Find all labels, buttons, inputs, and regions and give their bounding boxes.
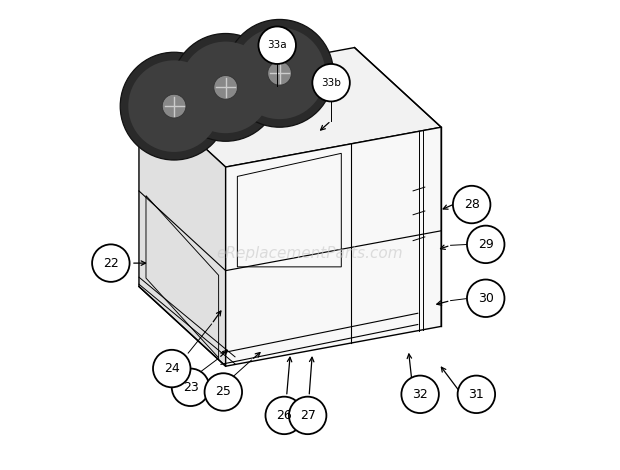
Circle shape	[467, 280, 505, 317]
Circle shape	[259, 26, 296, 64]
Ellipse shape	[234, 28, 326, 119]
Text: 33b: 33b	[321, 78, 341, 88]
Circle shape	[467, 226, 505, 263]
Circle shape	[289, 397, 326, 434]
Text: 24: 24	[164, 362, 180, 375]
Ellipse shape	[128, 60, 220, 152]
Ellipse shape	[120, 52, 228, 160]
Circle shape	[172, 368, 209, 406]
Text: 32: 32	[412, 388, 428, 401]
Text: 26: 26	[277, 409, 292, 422]
Ellipse shape	[214, 76, 237, 99]
Circle shape	[205, 373, 242, 411]
Text: 27: 27	[299, 409, 316, 422]
Text: 30: 30	[478, 292, 494, 305]
Polygon shape	[139, 47, 441, 167]
Polygon shape	[139, 87, 226, 366]
Ellipse shape	[172, 33, 280, 141]
Text: 25: 25	[215, 385, 231, 399]
Circle shape	[453, 186, 490, 223]
Text: 22: 22	[103, 257, 118, 270]
Ellipse shape	[268, 62, 291, 85]
Circle shape	[153, 350, 190, 387]
Circle shape	[312, 64, 350, 102]
Polygon shape	[226, 127, 441, 366]
Circle shape	[401, 376, 439, 413]
Circle shape	[265, 397, 303, 434]
Text: 29: 29	[478, 238, 494, 251]
Text: 23: 23	[183, 381, 198, 394]
Ellipse shape	[226, 19, 334, 127]
Ellipse shape	[162, 94, 186, 118]
Circle shape	[92, 244, 130, 282]
Text: eReplacementParts.com: eReplacementParts.com	[216, 246, 404, 261]
Text: 33a: 33a	[267, 40, 287, 50]
Circle shape	[458, 376, 495, 413]
Text: 31: 31	[469, 388, 484, 401]
Ellipse shape	[180, 41, 272, 133]
Text: 28: 28	[464, 198, 480, 211]
